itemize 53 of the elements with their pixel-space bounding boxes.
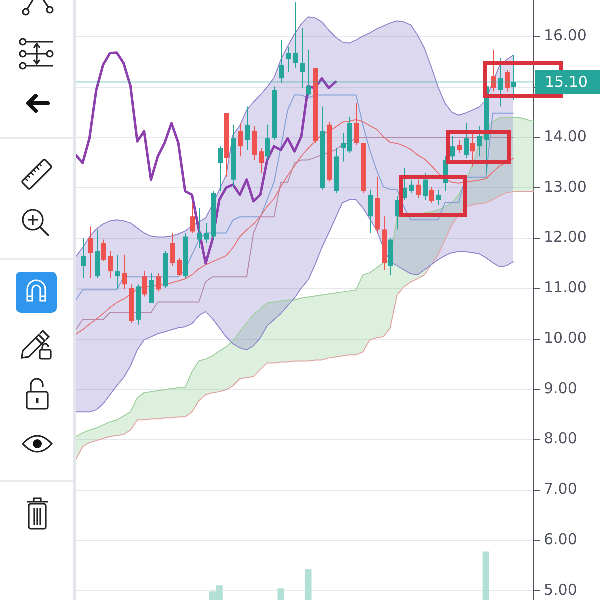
y-tick-label: 7.00 [544,480,578,498]
candlestick [197,208,202,249]
candlestick [101,239,106,262]
candlestick [429,186,434,204]
y-tick-label: 11.00 [544,278,587,297]
candlestick [190,203,195,234]
candlestick [300,28,305,89]
candlestick [286,46,291,73]
candlestick [306,49,311,98]
candlestick [464,122,469,159]
y-tick-label: 12.00 [544,228,587,246]
candlestick [238,122,243,158]
candlestick [409,179,414,194]
candlestick [511,54,516,101]
candlestick [149,272,154,304]
candlestick [115,254,120,290]
y-tick-label: 9.00 [544,379,578,398]
candlestick [416,179,421,199]
y-tick-label: 16.00 [544,26,587,45]
candlestick [108,250,113,279]
candlestick [245,106,250,151]
candlestick [218,146,223,192]
candlestick [457,140,462,154]
candlestick [423,172,428,200]
y-tick-label: 5.00 [544,580,578,599]
candlestick [204,222,209,244]
candlestick [436,189,441,206]
candlestick [142,271,147,298]
candlestick [505,70,510,92]
candlestick [293,2,298,70]
candlestick [477,126,482,158]
candlestick [491,49,496,92]
candlestick [156,272,161,292]
candlestick [265,124,270,161]
candlestick [122,254,127,290]
candlestick [170,232,175,267]
y-tick-label: 8.00 [544,430,578,448]
candlestick [177,258,182,278]
candlestick [498,58,503,108]
candlestick [450,136,455,161]
candlestick [470,133,475,168]
y-tick-label: 6.00 [544,530,578,548]
candlestick [279,40,284,84]
y-tick-label: 13.00 [544,178,587,196]
candlestick [81,238,86,279]
ref-line-label: 15.10 [545,73,588,92]
y-tick-label: 10.00 [544,328,587,347]
candlestick [368,189,373,234]
candlestick [88,226,93,279]
candlestick [252,126,257,161]
candlestick [259,148,264,174]
candlestick [354,102,359,146]
y-tick-label: 14.00 [544,127,587,146]
